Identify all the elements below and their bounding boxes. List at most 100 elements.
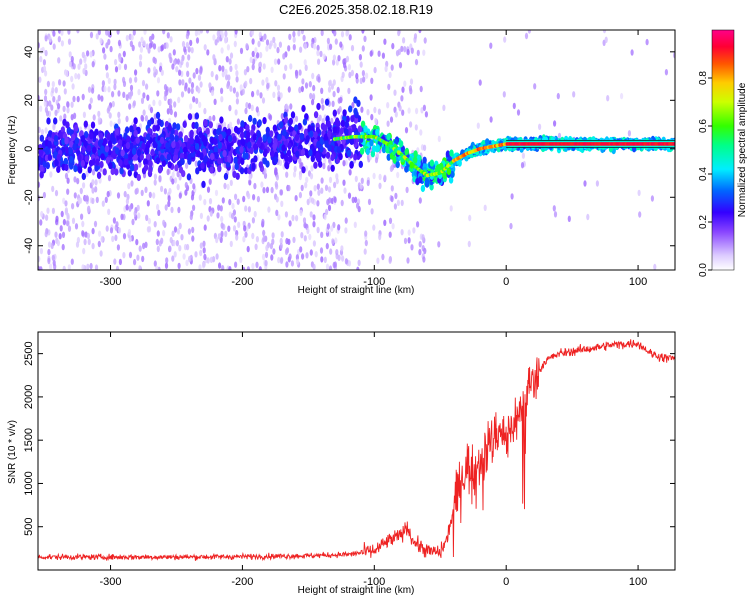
spectrogram-cell: [319, 247, 324, 254]
spectrogram-cell: [38, 126, 41, 133]
spectrogram-cell: [141, 255, 145, 263]
spectrogram-cell: [138, 161, 142, 168]
spectrogram-cell: [39, 55, 43, 63]
spectrogram-cell: [128, 205, 132, 212]
spectrogram-cell: [206, 257, 210, 264]
spectrogram-cell: [125, 198, 129, 205]
spectrogram-cell: [168, 187, 172, 195]
spectrogram-cell: [82, 182, 86, 189]
spectrogram-cell: [147, 226, 152, 233]
spectrogram-cell: [291, 214, 295, 222]
spectrogram-cell: [255, 261, 259, 268]
spectrogram-cell: [172, 239, 176, 247]
spectrogram-cell: [190, 47, 194, 54]
spectrogram-cell: [301, 104, 306, 113]
spectrogram-cell: [404, 148, 409, 156]
spectrogram-cell: [185, 32, 189, 40]
snr-x-axis-label: Height of straight line (km): [298, 585, 415, 596]
spectrogram-cell: [205, 30, 210, 34]
spectrogram-cell: [247, 141, 252, 149]
spectrogram-cell: [64, 200, 68, 207]
spectrogram-cell: [81, 93, 85, 101]
spectrogram-cell: [404, 165, 409, 173]
spectrogram-cell: [302, 118, 308, 126]
spectrogram-cell: [54, 189, 59, 197]
spectrogram-cell: [118, 63, 122, 71]
spectrogram-cell: [255, 236, 259, 243]
spectrogram-cell: [68, 60, 73, 68]
spectrogram-cell: [213, 138, 218, 146]
spectrogram-cell: [66, 101, 70, 108]
spectrogram-cell: [113, 83, 117, 91]
spectrogram-cell: [245, 102, 249, 109]
spectrogram-cell: [252, 133, 257, 141]
spectrogram-cell: [96, 171, 102, 179]
spectrogram-cell: [130, 134, 135, 143]
spectrogram-cell: [292, 36, 296, 43]
colorbar-tick-label: 0.8: [698, 71, 709, 85]
spectrogram-cell: [340, 119, 345, 127]
spectrogram-cell: [272, 248, 276, 255]
spectrogram-cell: [88, 103, 92, 110]
spectrogram-cell: [250, 30, 255, 36]
spectrogram-cell: [177, 96, 181, 104]
spectrogram-cell: [333, 181, 337, 189]
spectrogram-cell: [288, 220, 292, 227]
spectrogram-cell: [422, 256, 426, 263]
spectrogram-cell: [265, 39, 270, 46]
spectrogram-cell: [50, 242, 54, 249]
spectrogram-cell: [220, 230, 224, 238]
spectrogram-cell: [117, 39, 122, 47]
spectrogram-cell: [353, 153, 358, 161]
spectrogram-cell: [39, 219, 43, 226]
spectrogram-cell: [235, 76, 239, 83]
spectrogram-cell: [294, 124, 299, 132]
spectrogram-cell: [316, 200, 320, 207]
spectrogram-cell: [165, 257, 169, 264]
spectrogram-cell: [187, 46, 191, 53]
spectrogram-cell: [251, 38, 255, 45]
spectrogram-cell: [414, 124, 418, 131]
spectrogram-cell: [256, 89, 260, 96]
spectrogram-cell: [398, 105, 402, 112]
spectrogram-cell: [134, 76, 138, 83]
spectrogram-cell: [205, 127, 210, 135]
spectrogram-cell: [337, 55, 341, 62]
spectrogram-cell: [130, 34, 134, 41]
spectrogram-cell: [141, 79, 146, 87]
spectrogram-cell: [271, 232, 275, 239]
spectrogram-cell: [265, 186, 270, 193]
spectrogram-cell: [120, 149, 125, 157]
spectrogram-cell: [309, 173, 314, 180]
spectrogram-cell: [365, 147, 370, 156]
spectrogram-cell: [92, 146, 97, 154]
spectrogram-cell: [322, 162, 326, 170]
spectrogram-cell: [94, 264, 99, 270]
spectrogram-cell: [295, 254, 299, 261]
spectrogram-cell: [225, 56, 229, 63]
spectrogram-cell: [295, 215, 299, 222]
spectrogram-cell: [91, 227, 95, 235]
snr-frame: [37, 331, 676, 571]
spectrogram-cell: [186, 173, 192, 181]
spectrogram-cell: [218, 133, 223, 142]
spectrogram-cell: [159, 154, 165, 162]
spectrogram-cell: [229, 179, 233, 187]
spectrogram-cell: [253, 155, 258, 163]
spectrogram-cell: [203, 44, 207, 51]
spectrogram-cell: [89, 132, 94, 140]
spectrogram-cell: [222, 121, 227, 128]
spectrogram-cell: [235, 91, 239, 98]
spectrogram-cell: [227, 134, 233, 142]
spectrogram-cell: [81, 51, 85, 59]
spectrogram-cell: [169, 98, 173, 105]
spectrogram-cell: [175, 240, 179, 247]
spectrogram-cell: [146, 200, 150, 207]
spectrogram-cell: [312, 263, 316, 270]
spectrogram-cell: [265, 76, 269, 84]
spectrogram-cell: [100, 153, 105, 161]
spectrogram-cell: [227, 155, 232, 163]
spectrogram-cell: [38, 181, 41, 188]
spectrogram-cell: [350, 115, 355, 123]
spectrogram-cell: [213, 98, 217, 106]
